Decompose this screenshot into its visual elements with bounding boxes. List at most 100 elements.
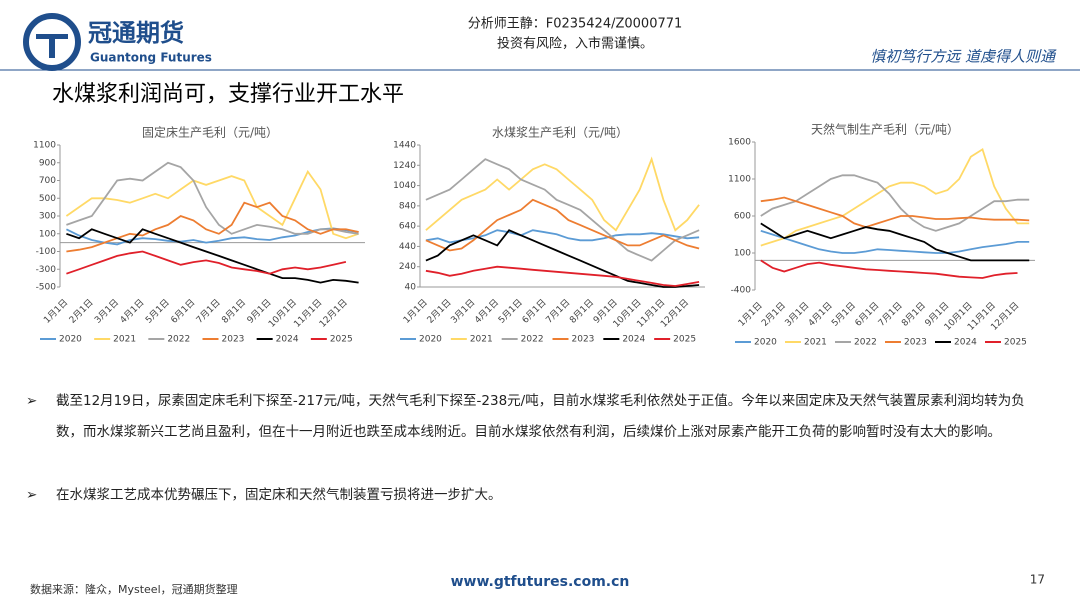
y-tick-label: 900 (39, 158, 56, 168)
series-line (66, 228, 359, 284)
series-line (425, 198, 700, 252)
y-tick-label: 240 (399, 262, 416, 272)
x-tick-label: 6月1日 (520, 297, 549, 326)
series-line (425, 158, 700, 262)
analyst: 分析师王静：F0235424/Z0000771 (468, 17, 683, 32)
legend-label: 2025 (1004, 338, 1027, 348)
y-tick-label: 640 (399, 222, 416, 232)
y-tick-label: 1040 (393, 181, 416, 191)
x-tick-label: 12月1日 (317, 297, 350, 330)
x-tick-label: 5月1日 (829, 300, 858, 329)
legend-label: 2024 (622, 335, 645, 345)
series-line (425, 229, 700, 244)
y-tick-label: 500 (39, 194, 56, 204)
series-line (425, 229, 700, 288)
y-tick-label: 100 (734, 249, 751, 259)
x-tick-label: 4月1日 (806, 300, 835, 329)
y-tick-label: -300 (36, 265, 57, 275)
website: www.gtfutures.com.cn (451, 574, 630, 590)
y-tick-label: 840 (399, 201, 416, 211)
y-tick-label: 300 (39, 212, 56, 222)
y-tick-label: 1100 (728, 175, 751, 185)
x-tick-label: 7月1日 (544, 297, 573, 326)
slogan: 慎初笃行方远 道虔得人则通 (870, 48, 1057, 66)
y-tick-label: 1600 (728, 138, 751, 148)
x-tick-label: 8月1日 (220, 297, 249, 326)
chart-title: 水煤浆生产毛利（元/吨） (492, 125, 628, 140)
x-tick-label: 2月1日 (67, 297, 96, 326)
y-tick-label: 1440 (393, 141, 416, 151)
legend-label: 2023 (222, 335, 245, 345)
x-tick-label: 5月1日 (143, 297, 172, 326)
bullet: 截至12月19日，尿素固定床毛利下探至-217元/吨，天然气毛利下探至-238元… (26, 386, 1036, 448)
logo-subtext: Guantong Futures (90, 51, 212, 65)
series-line (66, 227, 359, 246)
x-tick-label: 2月1日 (759, 300, 788, 329)
x-tick-label: 3月1日 (449, 297, 478, 326)
legend-label: 2022 (167, 335, 190, 345)
series-line (760, 148, 1030, 247)
x-tick-label: 8月1日 (899, 300, 928, 329)
y-tick-label: 440 (399, 242, 416, 252)
legend-label: 2025 (673, 335, 696, 345)
x-tick-label: 6月1日 (853, 300, 882, 329)
x-tick-label: 4月1日 (118, 297, 147, 326)
legend-label: 2021 (113, 335, 136, 345)
legend-label: 2020 (59, 335, 82, 345)
series-line (66, 201, 359, 253)
legend-label: 2020 (754, 338, 777, 348)
legend-label: 2023 (572, 335, 595, 345)
logo-icon (23, 13, 81, 71)
series-line (65, 169, 359, 240)
y-tick-label: 100 (39, 229, 56, 239)
legend-label: 2025 (330, 335, 353, 345)
x-tick-label: 8月1日 (567, 297, 596, 326)
legend-label: 2021 (804, 338, 827, 348)
legend-label: 2020 (419, 335, 442, 345)
legend-label: 2024 (276, 335, 299, 345)
legend-label: 2023 (904, 338, 927, 348)
legend-label: 2022 (521, 335, 544, 345)
logo-icon (49, 34, 55, 58)
y-tick-label: -500 (36, 283, 57, 293)
series-line (760, 229, 1030, 254)
x-tick-label: 5月1日 (496, 297, 525, 326)
bullet: 在水煤浆工艺成本优势碾压下，固定床和天然气制装置亏损将进一步扩大。 (26, 480, 1036, 511)
x-tick-label: 7月1日 (194, 297, 223, 326)
y-tick-label: -100 (36, 247, 57, 257)
risk-note: 投资有风险，入市需谨慎。 (497, 36, 653, 52)
source: 数据来源：隆众，Mysteel，冠通期货整理 (30, 582, 238, 596)
x-tick-label: 1月1日 (42, 297, 71, 326)
series-line (425, 265, 700, 287)
y-tick-label: 40 (405, 283, 417, 293)
legend-label: 2021 (470, 335, 493, 345)
y-tick-label: 1240 (393, 161, 416, 171)
x-tick-label: 1月1日 (401, 297, 430, 326)
y-tick-label: 1100 (33, 141, 56, 151)
logo-text: 冠通期货 (88, 19, 184, 47)
y-tick-label: -400 (731, 286, 752, 296)
series-line (760, 222, 1030, 262)
x-tick-label: 7月1日 (876, 300, 905, 329)
x-tick-label: 4月1日 (472, 297, 501, 326)
y-tick-label: 600 (734, 212, 751, 222)
series-line (760, 259, 1018, 279)
x-tick-label: 2月1日 (425, 297, 454, 326)
x-tick-label: 6月1日 (169, 297, 198, 326)
chart-title: 天然气制生产毛利（元/吨） (811, 122, 959, 137)
x-tick-label: 3月1日 (92, 297, 121, 326)
series-line (760, 196, 1030, 229)
legend-label: 2024 (954, 338, 977, 348)
x-tick-label: 3月1日 (783, 300, 812, 329)
chart-title: 固定床生产毛利（元/吨） (142, 125, 278, 140)
x-tick-label: 1月1日 (736, 300, 765, 329)
series-line (760, 174, 1030, 232)
page-number: 17 (1030, 573, 1045, 587)
slide-title: 水煤浆利润尚可，支撑行业开工水平 (52, 82, 404, 107)
series-line (425, 156, 700, 232)
legend-label: 2022 (854, 338, 877, 348)
series-line (66, 161, 359, 235)
series-line (66, 250, 347, 275)
